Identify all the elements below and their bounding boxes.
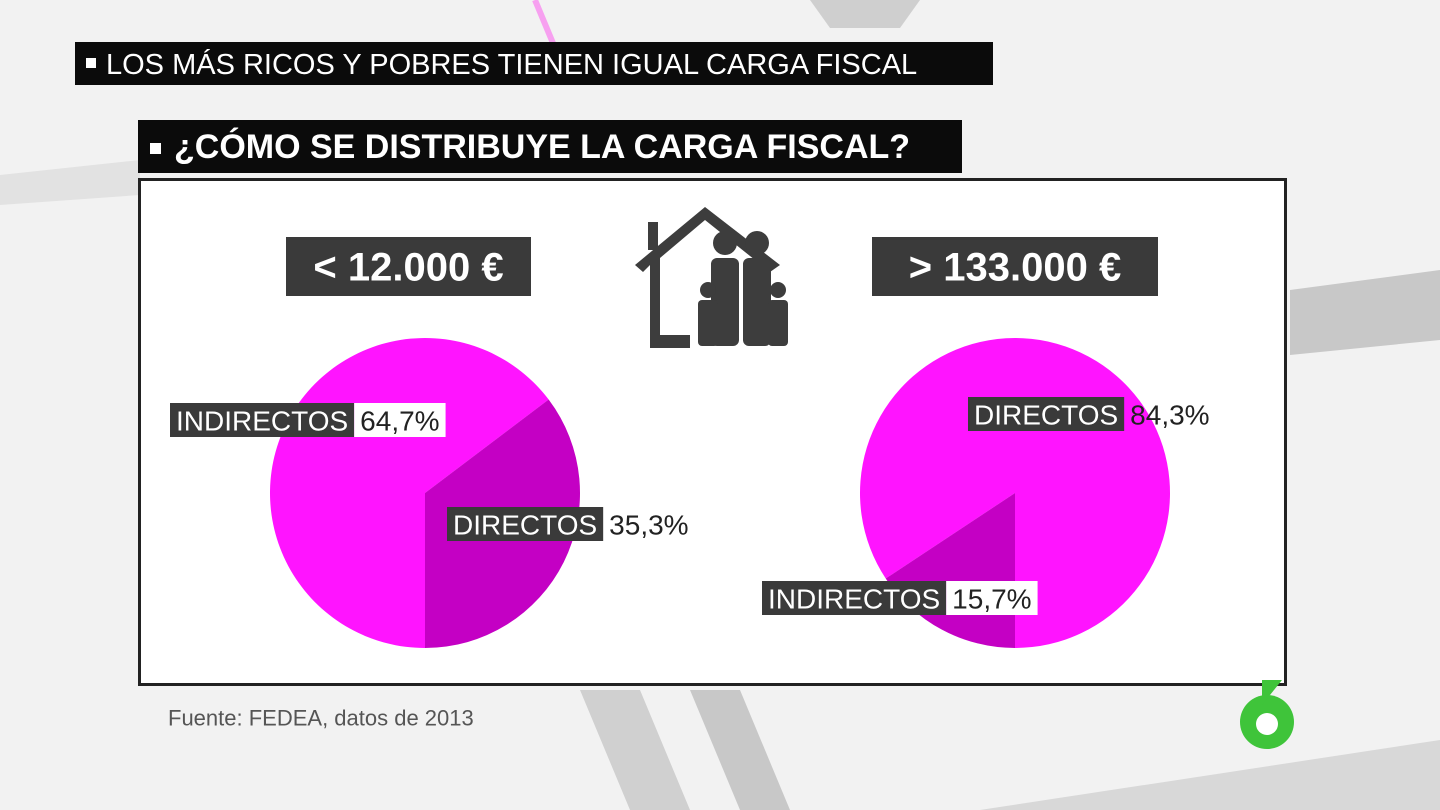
slice-label: DIRECTOS 35,3% [447, 507, 689, 541]
logo-stem [1262, 680, 1282, 705]
child [770, 282, 786, 298]
slice-label: INDIRECTOS 15,7% [762, 581, 1038, 615]
category-label: INDIRECTOS [176, 406, 348, 437]
slice-label: DIRECTOS 84,3% [968, 397, 1210, 431]
bullet [86, 58, 96, 68]
child [698, 300, 718, 346]
question-box [138, 120, 962, 173]
value-label: 64,7% [360, 406, 439, 437]
value-label: 15,7% [952, 584, 1031, 615]
logo-hole [1256, 713, 1278, 735]
person [743, 258, 771, 346]
headline: LOS MÁS RICOS Y POBRES TIENEN IGUAL CARG… [106, 48, 917, 81]
category-label: DIRECTOS [453, 510, 597, 541]
value-box [946, 581, 1038, 615]
value-label: 84,3% [1130, 400, 1209, 431]
family-icon [635, 207, 788, 348]
category-box [762, 581, 947, 615]
question: ¿CÓMO SE DISTRIBUYE LA CARGA FISCAL? [174, 128, 910, 166]
bullet [150, 143, 161, 154]
value-box [354, 403, 446, 437]
bg-shape [810, 0, 920, 28]
bg-shape [690, 690, 790, 810]
person [745, 231, 769, 255]
value-label: 35,3% [609, 510, 688, 541]
chart-title: > 133.000 € [909, 246, 1121, 290]
bg-shape [1290, 270, 1440, 355]
slice-label: INDIRECTOS 64,7% [170, 403, 446, 437]
category-box [968, 397, 1125, 431]
bg-shape [980, 740, 1440, 810]
house [635, 207, 780, 348]
chimney [648, 222, 658, 250]
bg-shape [0, 160, 140, 205]
bg-shape [580, 690, 690, 810]
charts: < 12.000 € INDIRECTOS 64,7% DIRECTOS 35,3% > … [170, 237, 1210, 648]
child [768, 300, 788, 346]
title-box [872, 237, 1158, 296]
chart-title: < 12.000 € [313, 246, 503, 290]
source: Fuente: FEDEA, datos de 2013 [168, 706, 474, 731]
category-box [447, 507, 604, 541]
child [700, 282, 716, 298]
category-label: INDIRECTOS [768, 584, 940, 615]
category-box [170, 403, 355, 437]
category-label: DIRECTOS [974, 400, 1118, 431]
headline-box [75, 42, 993, 85]
person [713, 231, 737, 255]
title-box [286, 237, 531, 296]
channel-logo [1240, 680, 1294, 749]
